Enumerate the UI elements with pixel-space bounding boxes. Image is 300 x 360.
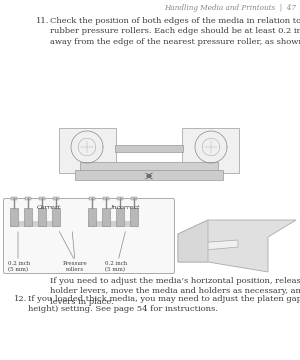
Bar [130,208,138,226]
Text: If you need to adjust the media’s horizontal position, release both roll
holder : If you need to adjust the media’s horizo… [50,277,300,306]
Text: 0.2 inch
(5 mm): 0.2 inch (5 mm) [105,261,127,272]
Bar [131,197,137,200]
Text: 0.2 inch
(5 mm): 0.2 inch (5 mm) [8,261,30,272]
Polygon shape [183,240,238,252]
Polygon shape [178,220,208,262]
Bar [10,221,60,227]
Text: Pressure
rollers: Pressure rollers [63,261,87,272]
Bar [115,145,183,152]
Bar [117,197,123,200]
Bar [24,208,32,226]
Text: 11.: 11. [36,17,50,25]
Bar [10,208,18,226]
Bar [25,197,31,200]
Text: 12.: 12. [14,295,27,303]
Bar [88,221,138,227]
FancyBboxPatch shape [4,198,175,274]
Bar [38,208,46,226]
Text: Check the position of both edges of the media in relation to the clear
rubber pr: Check the position of both edges of the … [50,17,300,46]
Bar [53,197,59,200]
FancyBboxPatch shape [182,128,239,173]
Text: If you loaded thick media, you may need to adjust the platen gap (head
height) s: If you loaded thick media, you may need … [28,295,300,314]
Text: Correct: Correct [37,205,61,210]
Bar [75,170,223,180]
Bar [52,208,60,226]
Bar [89,197,95,200]
Bar [102,208,110,226]
Bar [80,162,218,172]
Bar [39,197,45,200]
Bar [88,208,96,226]
Text: Handling Media and Printouts  |  47: Handling Media and Printouts | 47 [164,4,296,12]
Polygon shape [178,220,296,272]
Text: Incorrect: Incorrect [110,205,140,210]
Bar [116,208,124,226]
Bar [103,197,109,200]
FancyBboxPatch shape [59,128,116,173]
Bar [11,197,17,200]
